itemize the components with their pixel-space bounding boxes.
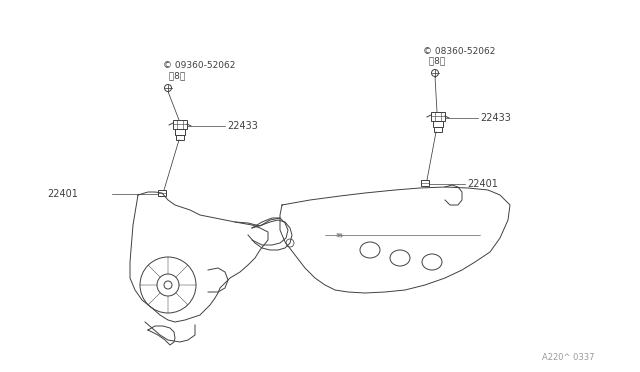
FancyBboxPatch shape bbox=[175, 129, 185, 135]
Circle shape bbox=[164, 281, 172, 289]
FancyBboxPatch shape bbox=[173, 120, 187, 129]
FancyBboxPatch shape bbox=[158, 190, 166, 196]
Circle shape bbox=[157, 274, 179, 296]
FancyBboxPatch shape bbox=[176, 135, 184, 140]
Circle shape bbox=[164, 84, 172, 92]
Text: 55: 55 bbox=[335, 233, 343, 239]
Text: 22433: 22433 bbox=[480, 113, 511, 123]
Ellipse shape bbox=[422, 254, 442, 270]
Text: A220^ 0337: A220^ 0337 bbox=[543, 353, 595, 362]
Circle shape bbox=[140, 257, 196, 313]
FancyBboxPatch shape bbox=[434, 127, 442, 132]
Circle shape bbox=[286, 239, 294, 247]
Text: 22433: 22433 bbox=[227, 121, 258, 131]
Circle shape bbox=[431, 70, 438, 77]
FancyBboxPatch shape bbox=[421, 180, 429, 186]
Ellipse shape bbox=[360, 242, 380, 258]
Text: © 09360-52062: © 09360-52062 bbox=[163, 61, 236, 71]
Text: 22401: 22401 bbox=[467, 179, 498, 189]
Text: 22401: 22401 bbox=[47, 189, 78, 199]
Text: （8）: （8） bbox=[163, 71, 185, 80]
Ellipse shape bbox=[390, 250, 410, 266]
FancyBboxPatch shape bbox=[431, 112, 445, 121]
Text: （8）: （8） bbox=[423, 57, 445, 65]
Text: © 08360-52062: © 08360-52062 bbox=[423, 46, 495, 55]
FancyBboxPatch shape bbox=[433, 121, 443, 127]
